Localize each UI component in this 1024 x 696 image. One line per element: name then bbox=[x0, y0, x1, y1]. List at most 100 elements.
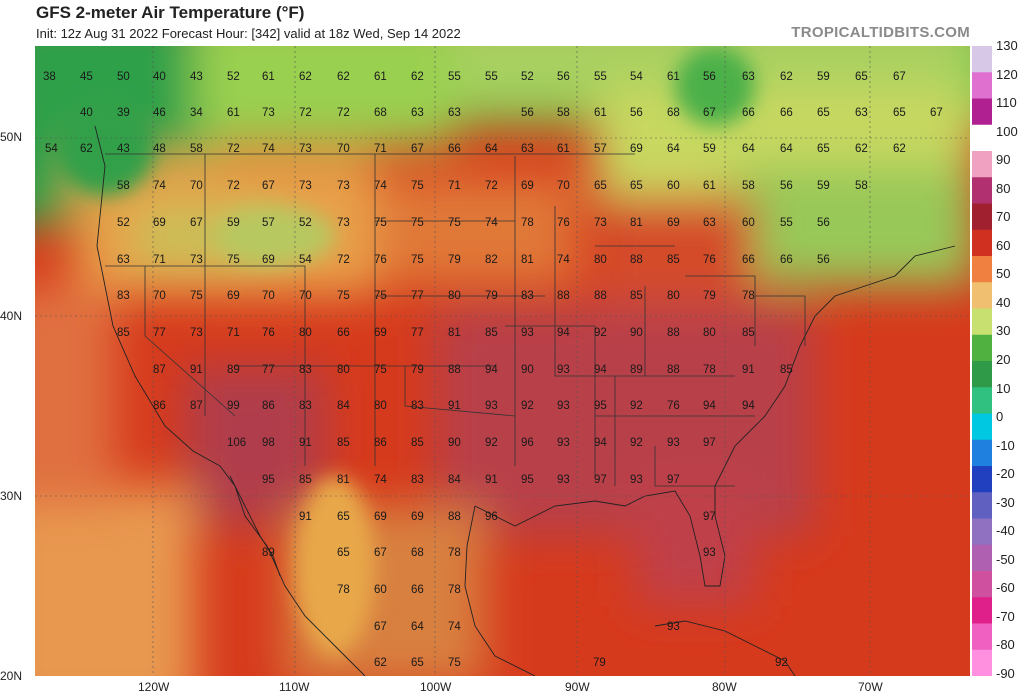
temperature-value: 89 bbox=[630, 364, 643, 376]
temperature-value: 78 bbox=[448, 547, 461, 559]
colorbar-label: 130 bbox=[996, 38, 1018, 53]
temperature-value: 72 bbox=[337, 107, 350, 119]
temperature-value: 75 bbox=[374, 364, 387, 376]
temperature-value: 70 bbox=[299, 290, 312, 302]
temperature-value: 60 bbox=[374, 584, 387, 596]
temperature-value: 63 bbox=[855, 107, 868, 119]
temperature-value: 69 bbox=[374, 511, 387, 523]
temperature-value: 72 bbox=[299, 107, 312, 119]
colorbar-step bbox=[972, 571, 992, 598]
colorbar-step bbox=[972, 544, 992, 572]
temperature-value: 78 bbox=[521, 217, 534, 229]
lon-label: 80W bbox=[712, 680, 737, 694]
temperature-value: 71 bbox=[374, 143, 387, 155]
temperature-value: 55 bbox=[594, 71, 607, 83]
temperature-value: 59 bbox=[817, 71, 830, 83]
temperature-value: 73 bbox=[190, 327, 203, 339]
temperature-map: 38 45 50 40 43 52 61 62 62 61 62 55 55 52 56 55 54 61 56 63… bbox=[35, 46, 970, 676]
temperature-value: 69 bbox=[374, 327, 387, 339]
colorbar-label: 70 bbox=[996, 209, 1011, 225]
colorbar-step bbox=[972, 361, 992, 388]
temperature-value: 52 bbox=[227, 71, 240, 83]
temperature-value: 83 bbox=[299, 364, 312, 376]
temperature-value: 75 bbox=[374, 217, 387, 229]
temperature-value: 79 bbox=[703, 290, 716, 302]
colorbar-label: 110 bbox=[996, 95, 1017, 111]
temperature-value: 58 bbox=[557, 107, 570, 119]
temperature-value: 85 bbox=[667, 254, 680, 266]
temperature-value: 34 bbox=[190, 107, 203, 119]
colorbar-label: -50 bbox=[996, 551, 1015, 567]
temperature-value: 90 bbox=[630, 327, 643, 339]
temperature-value: 74 bbox=[374, 180, 387, 192]
temperature-value: 92 bbox=[521, 400, 534, 412]
temperature-value: 75 bbox=[411, 254, 424, 266]
temperature-value: 75 bbox=[411, 180, 424, 192]
temperature-value: 67 bbox=[893, 71, 906, 83]
temperature-value: 95 bbox=[262, 474, 275, 486]
temperature-value: 83 bbox=[411, 400, 424, 412]
temperature-value: 76 bbox=[374, 254, 387, 266]
colorbar-step bbox=[972, 72, 992, 99]
temperature-value: 81 bbox=[337, 474, 350, 486]
temperature-value: 87 bbox=[153, 364, 166, 376]
mountain-cool-spots bbox=[55, 46, 755, 656]
temperature-value: 64 bbox=[485, 143, 498, 155]
colorbar-label: -70 bbox=[996, 608, 1015, 624]
temperature-value: 63 bbox=[742, 71, 755, 83]
temperature-value: 83 bbox=[117, 290, 130, 302]
temperature-value: 69 bbox=[411, 511, 424, 523]
colorbar-label: 100 bbox=[996, 123, 1018, 139]
temperature-value: 79 bbox=[411, 364, 424, 376]
temperature-value: 55 bbox=[485, 71, 498, 83]
colorbar bbox=[972, 46, 992, 676]
header-bar: GFS 2-meter Air Temperature (°F) Init: 1… bbox=[0, 0, 1024, 46]
temperature-value: 75 bbox=[227, 254, 240, 266]
temperature-value: 93 bbox=[630, 474, 643, 486]
temperature-value: 74 bbox=[153, 180, 166, 192]
temperature-value: 88 bbox=[630, 254, 643, 266]
temperature-value: 69 bbox=[667, 217, 680, 229]
colorbar-label: -80 bbox=[996, 637, 1015, 653]
temperature-value: 39 bbox=[117, 107, 130, 119]
temperature-value: 91 bbox=[299, 511, 312, 523]
temperature-value: 94 bbox=[742, 400, 755, 412]
map-subtitle: Init: 12z Aug 31 2022 Forecast Hour: [34… bbox=[36, 26, 461, 41]
temperature-value: 90 bbox=[448, 437, 461, 449]
temperature-value: 77 bbox=[153, 327, 166, 339]
temperature-value: 67 bbox=[411, 143, 424, 155]
temperature-value: 70 bbox=[153, 290, 166, 302]
temperature-value: 62 bbox=[411, 71, 424, 83]
temperature-value: 91 bbox=[448, 400, 461, 412]
colorbar-label: -20 bbox=[996, 466, 1015, 482]
temperature-value: 83 bbox=[299, 400, 312, 412]
temperature-value: 85 bbox=[299, 474, 312, 486]
temperature-value: 62 bbox=[374, 657, 387, 669]
temperature-value: 94 bbox=[557, 327, 570, 339]
colorbar-step bbox=[972, 203, 992, 231]
temperature-value: 63 bbox=[521, 143, 534, 155]
colorbar-label: 20 bbox=[996, 352, 1011, 367]
temperature-value: 72 bbox=[227, 180, 240, 192]
lon-label: 70W bbox=[858, 680, 883, 694]
temperature-value: 65 bbox=[337, 511, 350, 523]
colorbar-step bbox=[972, 518, 992, 546]
map-title: GFS 2-meter Air Temperature (°F) bbox=[36, 3, 305, 22]
state-borders bbox=[105, 153, 806, 487]
temperature-value: 72 bbox=[337, 254, 350, 266]
temperature-value: 63 bbox=[703, 217, 716, 229]
temperature-value: 71 bbox=[227, 327, 240, 339]
temperature-value: 88 bbox=[557, 290, 570, 302]
temperature-value: 81 bbox=[521, 254, 534, 266]
temperature-value: 72 bbox=[227, 143, 240, 155]
temperature-value: 52 bbox=[299, 217, 312, 229]
temperature-value: 72 bbox=[485, 180, 498, 192]
lat-label: 20N bbox=[0, 669, 23, 683]
temperature-value: 78 bbox=[448, 584, 461, 596]
temperature-value: 77 bbox=[411, 327, 424, 339]
temperature-value: 64 bbox=[667, 143, 680, 155]
temperature-value: 93 bbox=[557, 474, 570, 486]
temperature-value: 71 bbox=[448, 180, 461, 192]
temperature-value: 78 bbox=[703, 364, 716, 376]
temperature-value: 55 bbox=[448, 71, 461, 83]
